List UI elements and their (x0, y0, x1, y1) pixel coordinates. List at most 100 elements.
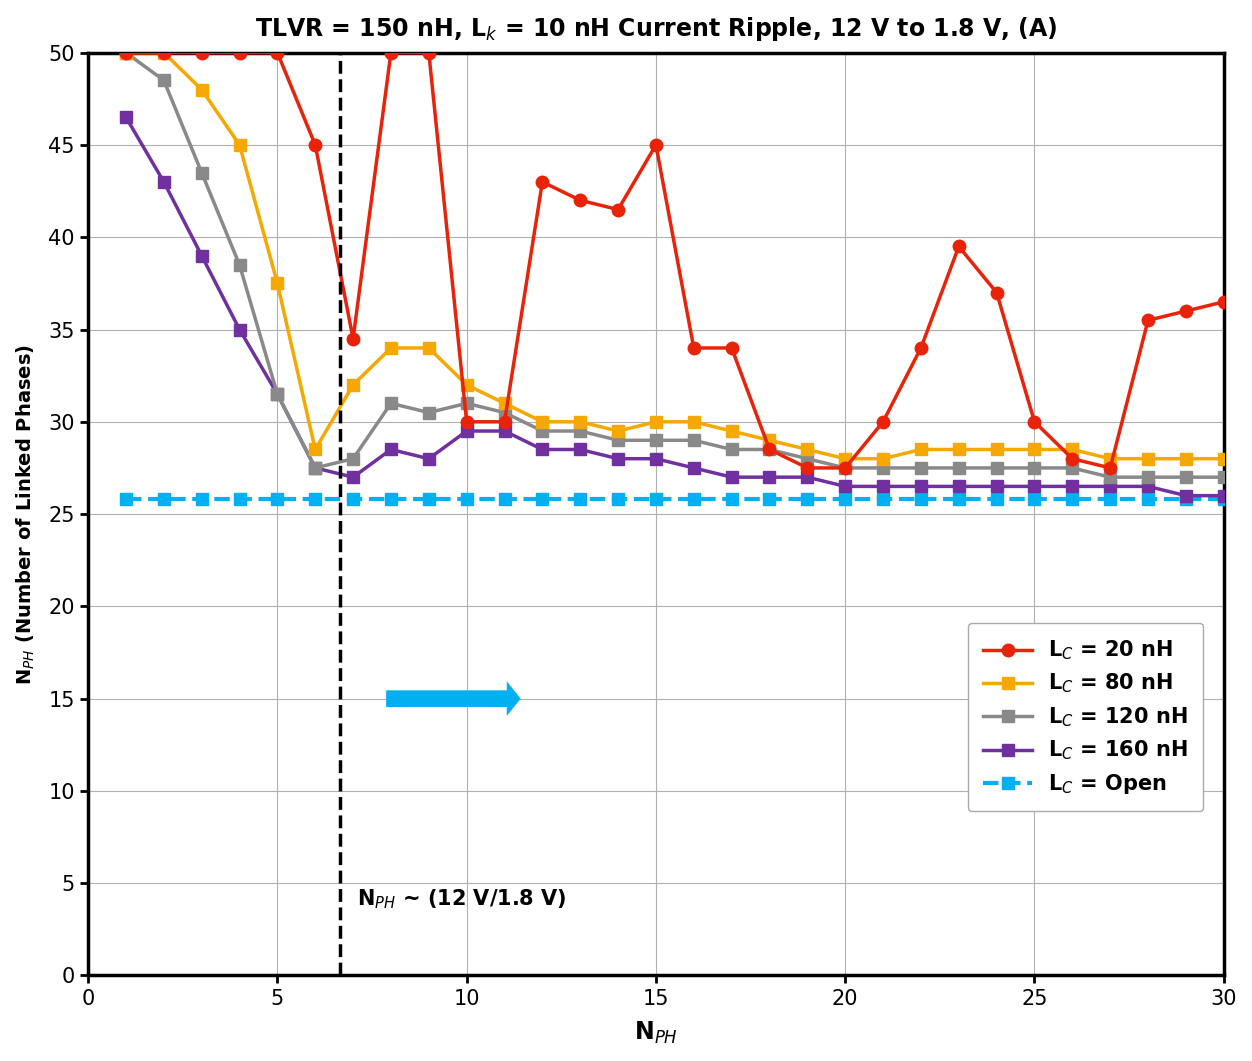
L$_C$ = 80 nH (194, 83, 209, 95)
L$_C$ = 120 nH (649, 434, 664, 447)
Line: L$_C$ = 160 nH: L$_C$ = 160 nH (120, 111, 1229, 502)
L$_C$ = 80 nH (270, 277, 285, 290)
L$_C$ = 120 nH (535, 424, 550, 437)
L$_C$ = 160 nH (156, 175, 172, 188)
L$_C$ = 80 nH (497, 397, 512, 410)
L$_C$ = Open (724, 493, 739, 506)
L$_C$ = 80 nH (119, 47, 134, 59)
L$_C$ = 20 nH (119, 47, 134, 59)
L$_C$ = 20 nH (724, 342, 739, 354)
L$_C$ = 120 nH (497, 406, 512, 419)
L$_C$ = 160 nH (952, 480, 967, 492)
L$_C$ = 80 nH (156, 47, 172, 59)
L$_C$ = 80 nH (459, 379, 475, 392)
L$_C$ = 160 nH (724, 471, 739, 484)
L$_C$ = 120 nH (914, 462, 929, 474)
Line: L$_C$ = 80 nH: L$_C$ = 80 nH (120, 47, 1229, 465)
L$_C$ = 120 nH (989, 462, 1004, 474)
L$_C$ = 160 nH (914, 480, 929, 492)
L$_C$ = 120 nH (346, 452, 361, 465)
L$_C$ = 160 nH (1216, 489, 1231, 502)
L$_C$ = 120 nH (232, 259, 247, 272)
L$_C$ = 160 nH (1027, 480, 1042, 492)
L$_C$ = 160 nH (421, 452, 436, 465)
L$_C$ = Open (875, 493, 890, 506)
L$_C$ = Open (459, 493, 475, 506)
L$_C$ = 20 nH (686, 342, 701, 354)
L$_C$ = 80 nH (1027, 443, 1042, 456)
L$_C$ = 120 nH (952, 462, 967, 474)
L$_C$ = 20 nH (1216, 295, 1231, 308)
L$_C$ = 160 nH (649, 452, 664, 465)
L$_C$ = 80 nH (421, 342, 436, 354)
L$_C$ = Open (914, 493, 929, 506)
L$_C$ = 120 nH (1064, 462, 1079, 474)
L$_C$ = 120 nH (1027, 462, 1042, 474)
L$_C$ = 160 nH (497, 424, 512, 437)
Line: L$_C$ = 20 nH: L$_C$ = 20 nH (120, 47, 1229, 474)
L$_C$ = 20 nH (308, 139, 323, 152)
L$_C$ = Open (1064, 493, 1079, 506)
L$_C$ = Open (649, 493, 664, 506)
L$_C$ = 120 nH (686, 434, 701, 447)
L$_C$ = 80 nH (346, 379, 361, 392)
L$_C$ = 120 nH (194, 167, 209, 179)
L$_C$ = 20 nH (497, 416, 512, 429)
L$_C$ = 20 nH (1103, 462, 1118, 474)
L$_C$ = 120 nH (383, 397, 398, 410)
L$_C$ = 20 nH (421, 47, 436, 59)
L$_C$ = 120 nH (800, 452, 815, 465)
L$_C$ = 80 nH (572, 416, 587, 429)
X-axis label: N$_{PH}$: N$_{PH}$ (634, 1020, 677, 1046)
L$_C$ = 80 nH (875, 452, 890, 465)
L$_C$ = 80 nH (914, 443, 929, 456)
L$_C$ = 120 nH (762, 443, 777, 456)
L$_C$ = 80 nH (535, 416, 550, 429)
L$_C$ = 160 nH (1103, 480, 1118, 492)
L$_C$ = 160 nH (119, 111, 134, 124)
L$_C$ = Open (383, 493, 398, 506)
L$_C$ = Open (800, 493, 815, 506)
L$_C$ = 20 nH (1064, 452, 1079, 465)
L$_C$ = Open (421, 493, 436, 506)
L$_C$ = 20 nH (270, 47, 285, 59)
L$_C$ = 20 nH (346, 332, 361, 345)
L$_C$ = 120 nH (270, 387, 285, 400)
L$_C$ = 160 nH (762, 471, 777, 484)
L$_C$ = 80 nH (724, 424, 739, 437)
L$_C$ = 20 nH (649, 139, 664, 152)
Legend: L$_C$ = 20 nH, L$_C$ = 80 nH, L$_C$ = 120 nH, L$_C$ = 160 nH, L$_C$ = Open: L$_C$ = 20 nH, L$_C$ = 80 nH, L$_C$ = 12… (968, 623, 1203, 812)
L$_C$ = 160 nH (875, 480, 890, 492)
L$_C$ = 160 nH (308, 462, 323, 474)
L$_C$ = 120 nH (156, 74, 172, 87)
L$_C$ = 120 nH (1141, 471, 1156, 484)
L$_C$ = Open (119, 493, 134, 506)
L$_C$ = Open (308, 493, 323, 506)
L$_C$ = 80 nH (308, 443, 323, 456)
L$_C$ = 20 nH (1178, 305, 1193, 317)
L$_C$ = 160 nH (270, 387, 285, 400)
L$_C$ = 80 nH (686, 416, 701, 429)
L$_C$ = Open (194, 493, 209, 506)
L$_C$ = 120 nH (875, 462, 890, 474)
L$_C$ = 120 nH (724, 443, 739, 456)
L$_C$ = 160 nH (1141, 480, 1156, 492)
L$_C$ = 160 nH (1064, 480, 1079, 492)
L$_C$ = 160 nH (838, 480, 853, 492)
Line: L$_C$ = Open: L$_C$ = Open (120, 493, 1229, 505)
L$_C$ = 160 nH (800, 471, 815, 484)
L$_C$ = Open (952, 493, 967, 506)
L$_C$ = Open (497, 493, 512, 506)
L$_C$ = Open (232, 493, 247, 506)
L$_C$ = Open (762, 493, 777, 506)
L$_C$ = 80 nH (1103, 452, 1118, 465)
L$_C$ = 20 nH (838, 462, 853, 474)
L$_C$ = 160 nH (572, 443, 587, 456)
L$_C$ = 20 nH (459, 416, 475, 429)
L$_C$ = Open (156, 493, 172, 506)
L$_C$ = 120 nH (308, 462, 323, 474)
L$_C$ = 80 nH (232, 139, 247, 152)
L$_C$ = 120 nH (1103, 471, 1118, 484)
L$_C$ = 80 nH (611, 424, 626, 437)
L$_C$ = 160 nH (232, 324, 247, 336)
